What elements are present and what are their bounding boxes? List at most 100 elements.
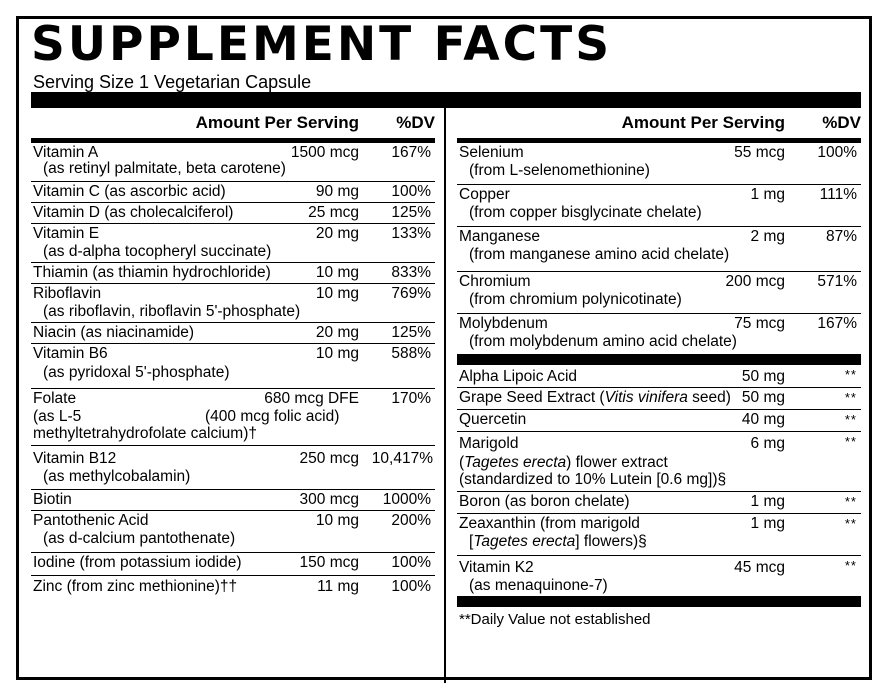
nutrient-dv: 111% [819,186,857,203]
nutrient-amount: 20 mg [315,225,359,242]
nutrient-source-pre: ( [459,454,465,471]
supplement-facts-panel: SUPPLEMENT FACTS Serving Size 1 Vegetari… [16,16,872,683]
nutrient-source-cont: methyltetrahydrofolate calcium)† [33,425,257,442]
nutrient-amount: 150 mcg [299,554,359,571]
nutrient-row: Vitamin C (as ascorbic acid) 90 mg 100% [31,182,435,203]
nutrient-amount: 75 mcg [734,315,785,332]
nutrient-amount: 200 mcg [725,273,785,290]
nutrient-row: Vitamin D (as cholecalciferol) 25 mcg 12… [31,203,435,224]
section-divider-bar [457,354,861,365]
amount-per-serving-header: Amount Per Serving [621,113,785,132]
nutrient-name: Selenium [459,144,524,161]
amount-per-serving-header: Amount Per Serving [195,113,359,132]
nutrient-amount: 10 mg [315,285,359,302]
nutrient-row: Vitamin K2 (as menaquinone-7) 45 mcg ** [457,556,861,596]
nutrient-name: Riboflavin [33,285,102,302]
nutrient-dv: ** [844,558,857,573]
nutrient-source: (as retinyl palmitate, beta carotene) [43,160,286,177]
nutrient-row: Niacin (as niacinamide) 20 mg 125% [31,323,435,344]
nutrient-name: Zinc (from zinc methionine)†† [33,578,238,595]
nutrient-dv: 769% [391,285,431,302]
nutrient-amount: 10 mg [315,264,359,281]
nutrient-amount: 6 mg [750,435,785,452]
nutrient-row: Quercetin 40 mg ** [457,410,861,432]
nutrient-name: Zeaxanthin (from marigold [459,515,640,532]
nutrient-row: Biotin 300 mcg 1000% [31,490,435,511]
nutrient-amount: 2 mg [750,228,785,245]
nutrient-name: Vitamin B6 [33,345,108,362]
nutrient-dv: ** [844,367,857,382]
nutrient-row: Zinc (from zinc methionine)†† 11 mg 100% [31,576,435,600]
nutrient-dv: 833% [391,264,431,281]
nutrient-source: (from molybdenum amino acid chelate) [469,333,737,350]
nutrient-amount: 680 mcg DFE [264,390,359,407]
nutrient-name: Manganese [459,228,541,245]
nutrient-dv: ** [844,516,857,531]
nutrient-name: Copper [459,186,510,203]
nutrient-dv: 1000% [382,491,431,508]
nutrient-row: Vitamin E (as d-alpha tocopheryl succina… [31,224,435,263]
nutrient-source-italic: Tagetes erecta [464,454,567,471]
nutrient-dv: 200% [391,512,431,529]
nutrient-name: Folate [33,390,77,407]
nutrient-source: (from manganese amino acid chelate) [469,246,730,263]
nutrient-name-italic: Vitis vinifera [604,389,688,406]
nutrient-name: Molybdenum [459,315,548,332]
nutrient-dv: 100% [391,578,431,595]
nutrient-dv: 571% [817,273,857,290]
nutrient-source: (as menaquinone-7) [469,577,608,594]
nutrient-name: Vitamin B12 [33,450,117,467]
nutrient-name: Thiamin (as thiamin hydrochloride) [33,264,271,281]
nutrient-source-post: ] flowers)§ [575,533,647,550]
nutrient-row: Zeaxanthin (from marigold [Tagetes erect… [457,514,861,556]
nutrient-amount: 55 mcg [734,144,785,161]
nutrient-dv: 100% [391,554,431,571]
nutrient-name: Iodine (from potassium iodide) [33,554,242,571]
nutrient-amount: 40 mg [741,411,785,428]
nutrient-dv: 167% [817,315,857,332]
nutrient-row: Vitamin B12 (as methylcobalamin) 250 mcg… [31,446,435,490]
nutrient-name: Grape Seed Extract (Vitis vinifera seed) [459,389,731,406]
nutrient-amount: 1 mg [750,186,785,203]
nutrient-amount: 50 mg [741,368,785,385]
nutrient-dv: ** [844,412,857,427]
nutrient-dv: 167% [391,144,431,161]
nutrient-source: (from chromium polynicotinate) [469,291,682,308]
nutrient-source: (as d-calcium pantothenate) [43,530,236,547]
nutrient-amount: 20 mg [315,324,359,341]
nutrient-row: Riboflavin (as riboflavin, riboflavin 5'… [31,284,435,323]
nutrient-dv: ** [844,390,857,405]
nutrient-source-italic: Tagetes erecta [473,533,576,550]
nutrient-row: Copper (from copper bisglycinate chelate… [457,185,861,227]
nutrient-dv: 133% [391,225,431,242]
nutrient-dv: ** [844,434,857,449]
nutrient-amount: 45 mcg [734,559,785,576]
nutrient-name: Alpha Lipoic Acid [459,368,578,385]
nutrient-source-pre: [ [469,533,474,550]
nutrient-name: Vitamin A [33,144,99,161]
panel-title: SUPPLEMENT FACTS [31,17,613,72]
nutrient-row: Molybdenum (from molybdenum amino acid c… [457,314,861,354]
nutrient-row: Marigold (Tagetes erecta) flower extract… [457,432,861,492]
nutrient-name: Vitamin E [33,225,100,242]
nutrient-dv: ** [844,494,857,509]
dv-header: %DV [822,113,861,132]
column-divider [444,108,446,683]
nutrient-name-pre: Grape Seed Extract ( [459,389,605,406]
right-column-header: Amount Per Serving %DV [457,108,861,143]
nutrient-amount: 25 mcg [308,204,359,221]
nutrient-name: Vitamin D (as cholecalciferol) [33,204,234,221]
nutrient-folic-acid: (400 mcg folic acid) [205,408,340,425]
nutrient-source: [Tagetes erecta] flowers)§ [469,533,647,550]
nutrient-name: Boron (as boron chelate) [459,493,630,510]
nutrient-name: Vitamin C (as ascorbic acid) [33,183,226,200]
top-divider-bar [31,92,861,108]
nutrient-dv: 10,417% [371,450,433,467]
nutrient-name-post: seed) [687,389,731,406]
nutrient-source: (as d-alpha tocopheryl succinate) [43,243,272,260]
nutrient-standardization: (standardized to 10% Lutein [0.6 mg])§ [459,471,727,488]
nutrient-row: Alpha Lipoic Acid 50 mg ** [457,365,861,388]
nutrient-dv: 100% [391,183,431,200]
nutrient-name: Niacin (as niacinamide) [33,324,195,341]
nutrient-dv: 100% [817,144,857,161]
